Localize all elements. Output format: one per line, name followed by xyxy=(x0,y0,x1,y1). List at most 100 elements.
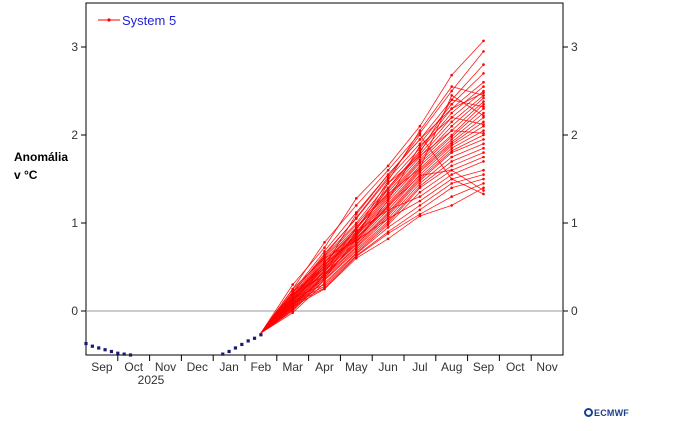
ensemble-point xyxy=(482,96,485,100)
ensemble-member-line xyxy=(260,86,484,334)
ensemble-point xyxy=(418,214,422,218)
ensemble-member-line xyxy=(260,174,484,334)
x-tick-label: Sep xyxy=(91,360,113,374)
ensemble-point xyxy=(418,174,422,177)
ensemble-point xyxy=(482,177,485,181)
observed-point xyxy=(233,346,238,350)
ensemble-point xyxy=(386,214,390,218)
ensemble-point xyxy=(450,120,454,124)
x-tick-label: Sep xyxy=(473,360,495,374)
ensemble-point xyxy=(450,94,454,97)
ensemble-point xyxy=(482,100,485,103)
observed-point xyxy=(97,346,101,350)
ensemble-point xyxy=(323,287,326,291)
ensemble-point xyxy=(291,297,295,300)
x-tick-label: Nov xyxy=(536,360,557,374)
ensemble-member-line xyxy=(260,97,484,334)
ensemble-point xyxy=(450,160,454,163)
ensemble-point xyxy=(418,151,422,154)
observed-point xyxy=(103,348,107,352)
ensemble-point xyxy=(418,133,422,137)
observed-point xyxy=(221,352,225,356)
ensemble-point xyxy=(323,246,326,249)
ensemble-member-line xyxy=(260,90,484,334)
ensemble-point xyxy=(291,311,295,315)
ensemble-point xyxy=(386,175,390,179)
ensemble-point xyxy=(482,102,485,106)
x-tick-label: Jul xyxy=(412,360,427,374)
ensemble-point xyxy=(482,129,485,132)
ensemble-point xyxy=(418,154,422,158)
ensemble-point xyxy=(482,186,485,190)
ensemble-point xyxy=(386,217,390,220)
ensemble-point xyxy=(450,89,454,93)
ensemble-point xyxy=(323,270,326,274)
y-tick-label-right: 0 xyxy=(571,304,578,318)
ensemble-point xyxy=(450,173,454,176)
ensemble-point xyxy=(291,291,295,294)
ensemble-member-line xyxy=(260,156,484,334)
y-tick-label-left: 0 xyxy=(71,304,78,318)
ensemble-point xyxy=(386,179,390,183)
ensemble-point xyxy=(355,204,358,207)
ensemble-point xyxy=(418,199,422,203)
observed-point xyxy=(122,352,126,356)
observed-point xyxy=(109,349,114,354)
ensemble-point xyxy=(482,168,485,172)
ensemble-point xyxy=(450,111,454,115)
ensemble-point xyxy=(482,160,485,163)
ensemble-point xyxy=(418,129,422,132)
ensemble-point xyxy=(450,129,454,132)
ensemble-point xyxy=(450,177,454,181)
y-axis-label-line2: v °C xyxy=(14,168,38,182)
legend: System 5 xyxy=(98,13,176,28)
ensemble-point xyxy=(482,173,485,176)
x-tick-label: Mar xyxy=(282,360,303,374)
ensemble-point xyxy=(355,212,358,216)
ensemble-point xyxy=(450,116,454,119)
ensemble-point xyxy=(450,164,454,168)
ensemble-point xyxy=(386,204,390,208)
ecmwf-logo-text: ECMWF xyxy=(594,408,629,418)
x-tick-label: Nov xyxy=(155,360,176,374)
x-tick-label: Dec xyxy=(187,360,208,374)
ensemble-point xyxy=(482,142,485,146)
ensemble-point xyxy=(418,186,422,190)
y-tick-label-left: 2 xyxy=(71,128,78,142)
ensemble-point xyxy=(482,39,485,43)
ensemble-member-line xyxy=(260,81,484,334)
observed-point xyxy=(246,339,250,343)
ensemble-point xyxy=(482,72,485,75)
ensemble-member-line xyxy=(260,178,484,334)
ensemble-point xyxy=(323,241,326,244)
ensemble-point xyxy=(323,254,326,257)
ensemble-point xyxy=(355,237,358,241)
ensemble-point xyxy=(482,91,485,95)
ensemble-point xyxy=(450,182,454,185)
ensemble-point xyxy=(386,164,390,168)
ensemble-point xyxy=(386,232,390,235)
ensemble-point xyxy=(482,114,485,117)
ensemble-point xyxy=(450,144,454,147)
ensemble-point xyxy=(482,192,485,196)
ensemble-point xyxy=(355,256,358,260)
ensemble-point xyxy=(418,190,422,194)
ensemble-point xyxy=(482,151,485,154)
observed-point xyxy=(128,353,133,357)
ensemble-point xyxy=(418,195,422,198)
ensemble-point xyxy=(418,138,422,141)
ensemble-point xyxy=(450,107,454,110)
ensemble-point xyxy=(386,198,390,202)
y-axis-label: Anomália v °C xyxy=(14,148,68,184)
ensemble-point xyxy=(482,182,485,185)
ensemble-point xyxy=(418,167,422,170)
y-tick-label-left: 1 xyxy=(71,216,78,230)
ensemble-point xyxy=(418,208,422,212)
observed-point xyxy=(240,342,244,347)
ensemble-point xyxy=(450,151,454,154)
ensemble-member-line xyxy=(260,147,484,334)
ensemble-point xyxy=(482,189,485,192)
ensemble-point xyxy=(482,146,485,150)
ensemble-point xyxy=(386,182,390,185)
